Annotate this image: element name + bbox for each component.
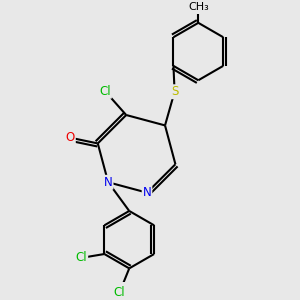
Text: Cl: Cl bbox=[76, 251, 87, 264]
Text: Cl: Cl bbox=[99, 85, 111, 98]
Text: N: N bbox=[142, 186, 152, 199]
Text: Cl: Cl bbox=[114, 286, 125, 298]
Text: N: N bbox=[104, 176, 112, 189]
Text: S: S bbox=[171, 85, 178, 98]
Text: O: O bbox=[66, 131, 75, 144]
Text: CH₃: CH₃ bbox=[188, 2, 209, 12]
